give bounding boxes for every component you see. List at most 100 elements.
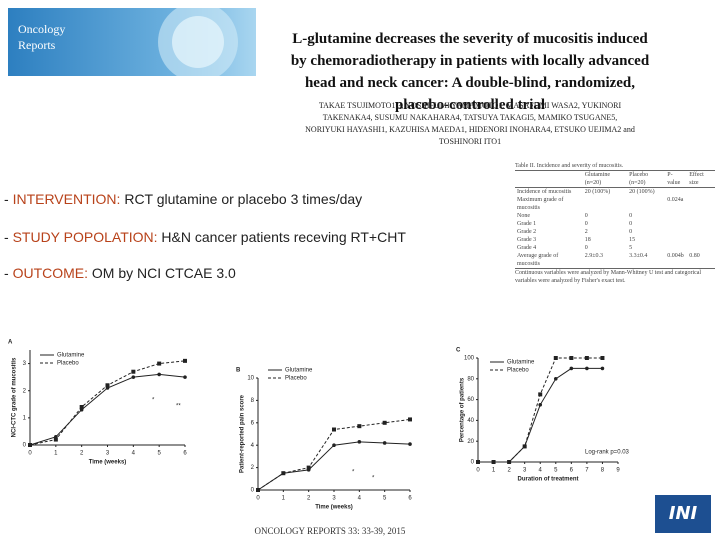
x-tick-label: 2 [307,496,311,502]
annotation: Log-rank p=0.03 [585,450,630,456]
marker [357,424,362,429]
y-axis-label: NCI-CTC grade of mucositis [12,357,18,437]
table-cell: 2.9±0.3 [584,253,603,259]
table-cell: 0 [584,213,588,219]
table-cell: 2 [584,229,588,235]
logo-text: Reports [18,38,56,52]
table-cell: 20 (100%) [584,189,611,195]
table-cell: 15 [629,237,636,243]
bullet-label: STUDY POPOLATION: [12,229,158,245]
marker [522,444,527,449]
marker [131,369,136,374]
marker [585,366,589,371]
table-cell: 5 [629,245,633,251]
table-cell: 0.004b [667,253,684,259]
marker [306,465,311,470]
x-tick-label: 4 [132,451,136,457]
y-tick-label: 2 [23,388,27,394]
x-tick-label: 4 [358,496,362,502]
y-tick-label: 0 [23,443,27,449]
marker [408,442,412,446]
y-tick-label: 0 [471,460,475,466]
y-tick-label: 1 [23,415,27,421]
table-row: Incidence of mucositis 20 (100%) 20 (100%) [515,188,715,197]
journal-logo: Oncology Reports [8,8,256,76]
bullet-text: H&N cancer patients receving RT+CHT [161,229,406,245]
annotation: * [152,398,155,404]
bullet-label: INTERVENTION: [12,191,121,207]
marker [584,356,589,360]
y-tick-label: 3 [23,361,27,367]
corner-logo: INI [655,495,711,533]
series-line [478,357,603,463]
y-tick-label: 2 [251,465,255,471]
bullet: - INTERVENTION: RCT glutamine or placebo… [4,191,363,207]
marker [157,361,162,366]
table-cell: Maximum grade of mucositis [517,197,564,211]
marker [53,437,58,442]
annotation: * [352,470,355,476]
table-cell: Glutamine (n=20) [582,170,628,188]
x-tick-label: 1 [282,496,286,502]
table-cell: P-value [665,170,688,188]
marker [332,443,336,448]
y-tick-label: 20 [467,439,474,445]
x-tick-label: 5 [383,496,387,502]
marker [491,460,496,464]
table-row: Maximum grade of mucositis 0.024a [515,196,715,212]
table-cell: Incidence of mucositis [517,189,572,195]
x-tick-label: 6 [570,468,574,474]
marker [382,420,387,425]
x-axis-label: Time (weeks) [89,460,127,466]
table-cell: 0.80 [689,253,700,259]
marker [105,383,110,388]
table-cell: Average grade of mucositis [517,253,559,267]
y-tick-label: 10 [247,376,254,382]
legend-label: Glutamine [57,353,85,359]
table-cell: 0 [629,229,633,235]
table-row: Average grade of mucositis 2.9±0.3 3.3±0.4… [515,252,715,268]
marker [507,460,512,464]
table-cell: 0.024a [667,197,684,203]
table-cell: 0 [584,221,588,227]
x-tick-label: 5 [554,468,558,474]
x-tick-label: 6 [183,451,187,457]
table-cell: 20 (100%) [629,189,655,195]
x-tick-label: 1 [492,468,496,474]
table-cell: None [517,213,530,219]
x-tick-label: 4 [539,468,543,474]
table-cell: 3.3±0.4 [629,253,648,259]
x-tick-label: 3 [523,468,527,474]
table-cell: Placebo (n=20) [627,170,666,188]
panel-label: C [456,348,461,354]
table-row: Glutamine (n=20) Placebo (n=20) P-value Eff… [515,170,715,188]
table-cell: Grade 4 [517,245,537,251]
marker [157,372,161,377]
legend-label: Placebo [57,361,79,367]
annotation: * [372,476,375,482]
x-tick-label: 2 [80,451,84,457]
marker [600,366,605,371]
marker [476,460,480,464]
legend-label: Glutamine [285,368,313,374]
results-table: Table II. Incidence and severity of muco… [515,162,715,285]
table-cell: 0 [584,245,588,251]
x-tick-label: 8 [601,468,605,474]
marker [382,441,387,445]
table-cell: Grade 3 [517,237,537,243]
x-tick-label: 6 [408,496,412,502]
citation: ONCOLOGY REPORTS 33: 33-39, 2015 [254,526,406,536]
x-tick-label: 1 [54,451,58,457]
table-cell [515,170,583,188]
bullet-text: OM by NCI CTCAE 3.0 [91,265,236,281]
x-tick-label: 3 [106,451,110,457]
series-line [257,441,411,491]
panel-label: A [8,340,13,346]
marker [600,356,605,360]
legend-label: Glutamine [507,360,535,366]
bullet-text: RCT glutamine or placebo 3 times/day [124,191,363,207]
legend-label: Placebo [507,368,529,374]
table-row: Grade 3 18 15 [515,236,715,244]
legend-label: Placebo [285,376,307,382]
marker [408,417,412,422]
